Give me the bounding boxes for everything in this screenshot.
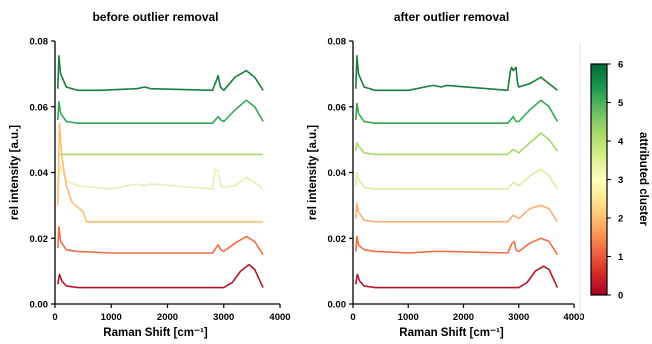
series-line-cluster-6 [355,54,558,92]
colorbar-tick-label: 3 [618,175,623,186]
x-axis-label: Raman Shift [cm⁻¹] [399,327,504,339]
series-line-cluster-6 [57,54,264,92]
x-tick-label: 1000 [398,312,419,323]
series-line-cluster-3 [57,165,264,190]
series-line-cluster-0 [57,263,264,289]
x-axis-label: Raman Shift [cm⁻¹] [103,327,208,339]
x-tick-label: 0 [350,312,355,323]
x-tick-label: 3000 [508,312,529,323]
y-tick-label: 0.02 [30,234,49,245]
x-tick-label: 2000 [157,312,178,323]
series-line-cluster-2 [355,202,559,223]
series-line-cluster-1 [57,225,264,256]
colorbar-tick-label: 4 [618,137,624,148]
y-tick-label: 0.00 [30,300,49,311]
series-line-cluster-5 [355,99,559,124]
series-line-cluster-0 [355,265,559,289]
chart-title: after outlier removal [394,10,509,24]
colorbar-tick-label: 5 [618,98,624,109]
colorbar-tick-label: 2 [618,214,623,225]
chart-title: before outlier removal [92,10,218,24]
series-line-cluster-5 [57,99,264,124]
y-tick-label: 0.04 [328,168,347,179]
series-line-cluster-3 [355,168,559,190]
y-tick-label: 0.00 [328,300,347,311]
chart-panel-2: after outlier removal 0 1000 2000 3000 4000 0.… [307,10,585,339]
colorbar-label: attributed cluster [637,132,649,226]
colorbar: 0 1 2 3 4 5 6 attributed cluster [579,42,649,318]
series-line-cluster-4 [355,132,559,156]
y-tick-label: 0.08 [30,37,49,48]
colorbar-tick-label: 1 [618,252,624,263]
x-tick-label: 3000 [213,312,234,323]
y-tick-label: 0.04 [30,168,49,179]
x-tick-label: 2000 [453,312,474,323]
y-tick-label: 0.06 [30,102,49,113]
colorbar-tick-label: 6 [618,60,623,71]
series-line-cluster-2 [57,122,264,223]
x-tick-label: 0 [52,312,57,323]
y-axis-label: rel intensity [a.u.] [307,125,319,220]
y-tick-label: 0.06 [328,102,347,113]
x-tick-label: 1000 [101,312,122,323]
x-tick-label: 4000 [269,312,290,323]
colorbar-tick-label: 0 [618,291,623,302]
series-line-cluster-1 [355,235,559,256]
chart-panel-1: before outlier removal 0 1000 2000 3000 4000 0… [9,10,291,339]
y-tick-label: 0.02 [328,234,347,245]
y-tick-label: 0.08 [328,37,347,48]
colorbar-scale [590,63,608,296]
x-tick-label: 4000 [563,312,584,323]
y-axis-label: rel intensity [a.u.] [9,125,21,220]
